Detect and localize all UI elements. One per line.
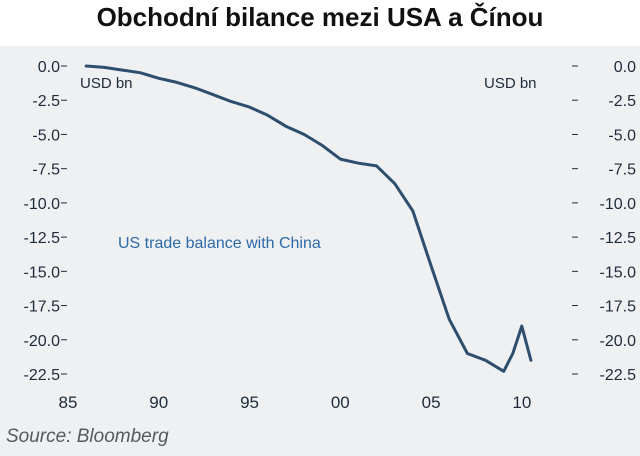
y-tick-label-left: -12.5 — [24, 230, 61, 247]
y-tick-label-left: -5.0 — [32, 127, 60, 144]
unit-label-left: USD bn — [80, 75, 133, 92]
chart-title: Obchodní bilance mezi USA a Čínou — [96, 2, 544, 32]
source-note: Source: Bloomberg — [6, 426, 169, 447]
y-tick-label-left: -10.0 — [24, 196, 61, 213]
series-label: US trade balance with China — [118, 235, 321, 252]
x-tick-label: 10 — [512, 393, 531, 412]
y-axis-left: 0.0 -2.5 -5.0 -7.5 -10.0 -12.5 -15.0 -17.5 -20.0… — [24, 59, 67, 384]
x-tick-label: 95 — [240, 393, 259, 412]
y-axis-right: 0.0 -2.5 -5.0 -7.5 -10.0 -12.5 -15.0 -17.5 -20.0… — [572, 59, 636, 384]
x-axis: 85 90 95 00 05 10 — [59, 393, 532, 412]
y-tick-label-left: -15.0 — [24, 264, 61, 281]
y-tick-label-right: -5.0 — [608, 127, 636, 144]
y-tick-label-left: -2.5 — [32, 93, 60, 110]
y-tick-label-left: 0.0 — [38, 59, 60, 76]
x-tick-label: 05 — [422, 393, 441, 412]
y-tick-label-right: -12.5 — [600, 230, 637, 247]
y-tick-label-left: -22.5 — [24, 367, 61, 384]
y-tick-label-right: -2.5 — [608, 93, 636, 110]
y-tick-label-right: -7.5 — [608, 162, 636, 179]
x-tick-label: 85 — [59, 393, 78, 412]
x-tick-label: 90 — [149, 393, 168, 412]
y-tick-label-right: -20.0 — [600, 333, 637, 350]
unit-label-right: USD bn — [484, 75, 537, 92]
y-tick-label-left: -20.0 — [24, 333, 61, 350]
line-chart: 0.0 -2.5 -5.0 -7.5 -10.0 -12.5 -15.0 -17.5 -20.0… — [24, 59, 637, 412]
y-tick-label-right: -22.5 — [600, 367, 637, 384]
y-tick-label-right: 0.0 — [614, 59, 636, 76]
chart-area: 0.0 -2.5 -5.0 -7.5 -10.0 -12.5 -15.0 -17.5 -20.0… — [0, 46, 640, 456]
series-line — [84, 64, 533, 373]
y-tick-label-right: -15.0 — [600, 264, 637, 281]
y-tick-label-right: -10.0 — [600, 196, 637, 213]
y-tick-label-right: -17.5 — [600, 299, 637, 316]
y-tick-label-left: -7.5 — [32, 162, 60, 179]
y-tick-label-left: -17.5 — [24, 299, 61, 316]
x-tick-label: 00 — [331, 393, 350, 412]
